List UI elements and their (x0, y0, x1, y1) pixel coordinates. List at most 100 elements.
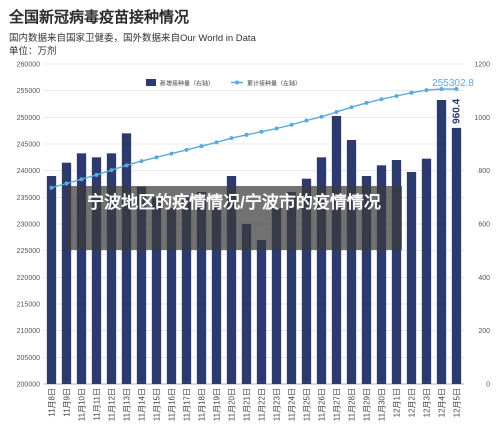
line-series (49, 87, 459, 190)
overlay-banner (66, 186, 402, 250)
right-tick-label: 400 (478, 275, 490, 282)
x-tick-label: 11月25日 (303, 388, 312, 421)
line-point (274, 126, 279, 131)
line-point (364, 100, 369, 105)
line-point (229, 136, 234, 141)
bar (301, 178, 312, 384)
line-point (379, 97, 384, 102)
bar (151, 197, 162, 384)
right-tick-label: 1200 (474, 62, 490, 69)
bar (286, 192, 297, 384)
line-point (424, 88, 429, 93)
bar (76, 153, 87, 384)
bar (421, 158, 432, 384)
left-tick-label: 220000 (17, 275, 40, 282)
line-point (439, 87, 444, 92)
x-tick-label: 11月22日 (258, 388, 267, 421)
bar (271, 208, 282, 384)
line-point (109, 168, 114, 173)
x-tick-label: 11月20日 (228, 388, 237, 421)
line-point (214, 140, 219, 145)
bar (361, 176, 372, 384)
line-point (154, 155, 159, 160)
bar (136, 186, 147, 384)
line-point (289, 122, 294, 127)
bar-series (46, 100, 462, 384)
line-point (319, 114, 324, 119)
line-point (64, 181, 69, 186)
line-point (139, 159, 144, 164)
cumulative-line (51, 88, 457, 189)
x-tick-label: 12月1日 (393, 388, 402, 417)
bar (331, 116, 342, 384)
chart-subtitle: 国内数据来自国家卫健委，国外数据来自Our World in Data (9, 33, 256, 44)
x-tick-label: 12月3日 (423, 388, 432, 417)
left-axis-ticks: 200000 205000 210000 215000 220000 225000 2300… (17, 62, 40, 389)
left-tick-label: 250000 (17, 115, 40, 122)
line-point (304, 118, 309, 123)
legend-line-label: 累计接种量（左轴） (247, 80, 301, 88)
x-axis-labels: 11月8日 11月9日 11月10日 11月11日 11月12日 11月13日 11月14日… (48, 388, 462, 421)
left-tick-label: 235000 (17, 195, 40, 202)
line-point (124, 163, 129, 168)
bar (121, 133, 132, 384)
left-tick-label: 245000 (17, 142, 40, 149)
left-tick-label: 260000 (17, 62, 40, 69)
legend: 新增接种量（右轴） 累计接种量（左轴） (146, 79, 301, 88)
right-tick-label: 600 (478, 222, 490, 229)
bar (166, 208, 177, 384)
left-tick-label: 225000 (17, 248, 40, 255)
line-point (94, 172, 99, 177)
bar (391, 160, 402, 384)
line-point (454, 87, 459, 92)
left-tick-label: 255000 (17, 88, 40, 95)
x-tick-label: 11月29日 (363, 388, 372, 421)
left-tick-label: 205000 (17, 355, 40, 362)
x-tick-label: 11月14日 (138, 388, 147, 421)
x-tick-label: 11月11日 (93, 388, 102, 421)
right-tick-label: 0 (486, 382, 490, 389)
bar (241, 224, 252, 384)
x-tick-label: 11月19日 (213, 388, 222, 421)
right-tick-label: 1000 (474, 115, 490, 122)
x-tick-label: 11月18日 (198, 388, 207, 421)
left-tick-label: 210000 (17, 328, 40, 335)
left-tick-label: 215000 (17, 302, 40, 309)
unit-label: 单位：万剂 (9, 46, 57, 57)
right-tick-label: 200 (478, 328, 490, 335)
x-tick-label: 11月8日 (48, 388, 57, 417)
left-tick-label: 240000 (17, 168, 40, 175)
left-tick-label: 230000 (17, 222, 40, 229)
right-tick-label: 800 (478, 168, 490, 175)
x-tick-label: 11月27日 (333, 388, 342, 421)
line-point (244, 132, 249, 137)
bar (61, 162, 72, 384)
bar (211, 197, 222, 384)
bar (46, 176, 57, 384)
line-point (184, 147, 189, 152)
x-tick-label: 12月4日 (438, 388, 447, 417)
x-tick-label: 11月28日 (348, 388, 357, 421)
x-tick-label: 11月16日 (168, 388, 177, 421)
legend-line-marker (235, 80, 239, 85)
x-tick-label: 11月24日 (288, 388, 297, 421)
x-tick-label: 11月13日 (123, 388, 132, 421)
bar (406, 172, 417, 384)
bar (256, 240, 267, 384)
line-point (79, 177, 84, 182)
x-tick-label: 11月9日 (63, 388, 72, 417)
bar (196, 192, 207, 384)
x-tick-label: 11月26日 (318, 388, 327, 421)
x-tick-label: 11月12日 (108, 388, 117, 421)
x-tick-label: 12月5日 (453, 388, 462, 417)
line-point (409, 90, 414, 95)
x-tick-label: 11月23日 (273, 388, 282, 421)
line-point (169, 151, 174, 156)
bar (226, 176, 237, 384)
line-last-value-label: 255302.8 (432, 78, 474, 89)
line-point (334, 110, 339, 114)
line-point (349, 105, 354, 110)
page-title: 全国新冠病毒疫苗接种情况 (9, 9, 190, 26)
bar (376, 165, 387, 384)
